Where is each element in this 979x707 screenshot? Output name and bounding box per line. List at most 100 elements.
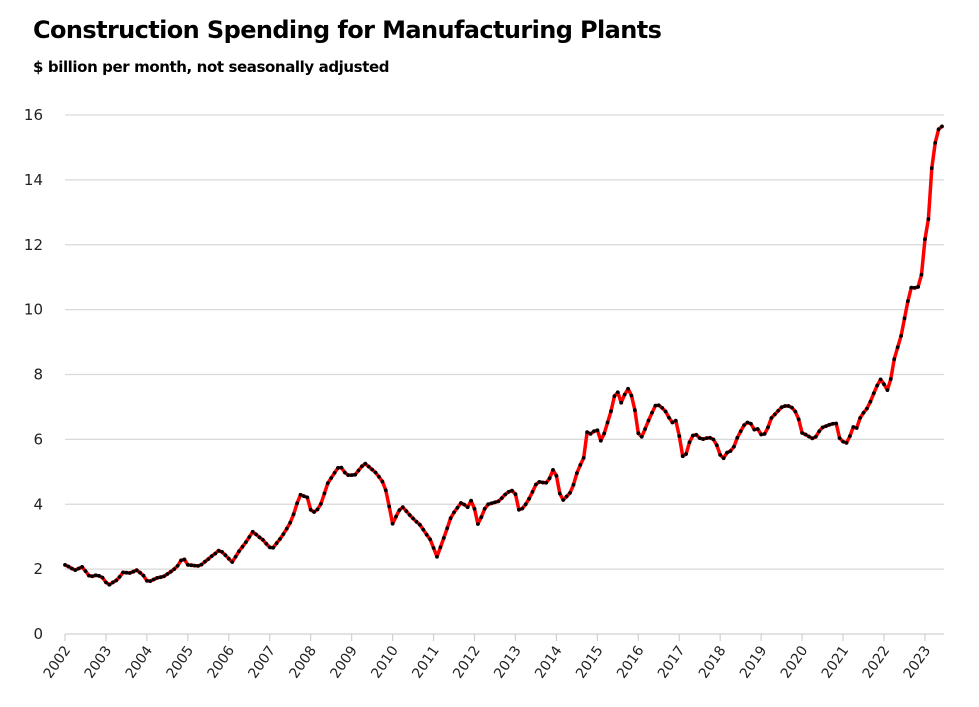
data-point: [537, 480, 542, 484]
data-point: [322, 491, 327, 496]
data-point: [708, 435, 712, 440]
data-point: [186, 563, 190, 567]
data-point: [315, 507, 320, 512]
data-point: [557, 491, 562, 496]
data-point: [622, 392, 627, 397]
data-point: [114, 578, 119, 583]
data-point: [441, 536, 446, 540]
data-point: [899, 334, 903, 338]
data-point: [76, 566, 81, 571]
data-point: [571, 482, 576, 487]
data-point: [145, 578, 149, 583]
data-point: [421, 527, 426, 532]
x-tick-label: 2006: [205, 643, 239, 681]
gridlines: [65, 114, 944, 570]
data-point: [581, 456, 586, 460]
data-point: [861, 410, 866, 415]
data-point: [302, 494, 306, 498]
data-point: [496, 499, 501, 504]
x-tick-label: 2009: [327, 643, 361, 681]
x-tick-label: 2011: [409, 643, 443, 681]
data-point: [697, 436, 702, 440]
data-point: [755, 427, 760, 431]
data-point: [387, 504, 392, 509]
data-point: [390, 521, 395, 526]
data-point: [278, 537, 282, 541]
x-tick-label: 2007: [245, 643, 279, 681]
data-point: [673, 418, 678, 423]
data-point: [63, 563, 67, 567]
data-point: [400, 505, 405, 510]
data-point: [151, 577, 156, 582]
data-point: [578, 463, 583, 467]
data-point: [639, 434, 644, 439]
data-point: [196, 564, 201, 568]
data-point: [540, 480, 545, 485]
data-point: [360, 464, 364, 469]
data-point: [383, 488, 388, 493]
data-point: [786, 404, 791, 408]
data-point: [718, 453, 723, 457]
data-point: [284, 526, 289, 531]
data-point: [653, 403, 658, 408]
data-point: [728, 449, 733, 453]
data-point: [158, 575, 163, 580]
data-point: [80, 565, 84, 569]
data-point: [605, 420, 610, 425]
data-point: [923, 237, 927, 242]
data-point: [455, 505, 460, 510]
data-point: [445, 526, 450, 531]
x-tick-label: 2004: [123, 643, 157, 681]
data-point: [380, 479, 385, 484]
data-point: [373, 470, 378, 475]
data-point: [349, 473, 354, 477]
data-point: [564, 494, 569, 499]
data-point: [619, 400, 624, 405]
data-point: [274, 541, 279, 546]
data-point: [264, 541, 269, 546]
x-axis: 2002 2003 2004 2005 2006 2007 2008 2009 2010 2011…: [41, 633, 944, 681]
data-point: [97, 574, 101, 578]
data-point: [353, 472, 357, 477]
data-point: [254, 532, 258, 537]
x-tick-label: 2021: [819, 643, 853, 681]
chart-subtitle: $ billion per month, not seasonally adju…: [33, 58, 390, 76]
series-line: [64, 125, 944, 587]
data-point: [609, 409, 613, 414]
data-point: [179, 558, 183, 563]
data-point: [544, 480, 549, 485]
data-point: [465, 505, 470, 510]
data-point: [561, 498, 566, 502]
data-point: [749, 421, 753, 426]
data-point: [854, 426, 859, 430]
data-point: [851, 425, 856, 429]
data-point: [332, 470, 337, 475]
data-point: [633, 408, 637, 413]
data-point: [209, 554, 214, 558]
data-point: [844, 441, 849, 445]
data-point: [472, 506, 477, 511]
data-point: [895, 345, 900, 350]
y-tick-label: 4: [33, 495, 43, 513]
x-tick-label: 2008: [286, 643, 320, 681]
data-point: [336, 466, 340, 470]
data-point: [469, 498, 473, 503]
data-point: [817, 429, 822, 434]
data-point: [687, 440, 692, 445]
data-point: [517, 507, 521, 512]
data-point: [83, 569, 88, 573]
data-point: [131, 569, 136, 574]
data-point: [435, 554, 439, 559]
data-point: [203, 559, 207, 564]
data-point: [810, 436, 815, 441]
data-point: [90, 574, 95, 579]
data-point: [319, 502, 323, 506]
data-point: [288, 520, 293, 525]
x-tick-label: 2015: [573, 643, 607, 681]
data-point: [834, 421, 839, 426]
data-point: [172, 567, 177, 571]
x-tick-label: 2016: [614, 643, 648, 681]
x-tick-label: 2010: [368, 643, 402, 681]
data-point: [452, 510, 456, 515]
data-point: [568, 491, 572, 495]
